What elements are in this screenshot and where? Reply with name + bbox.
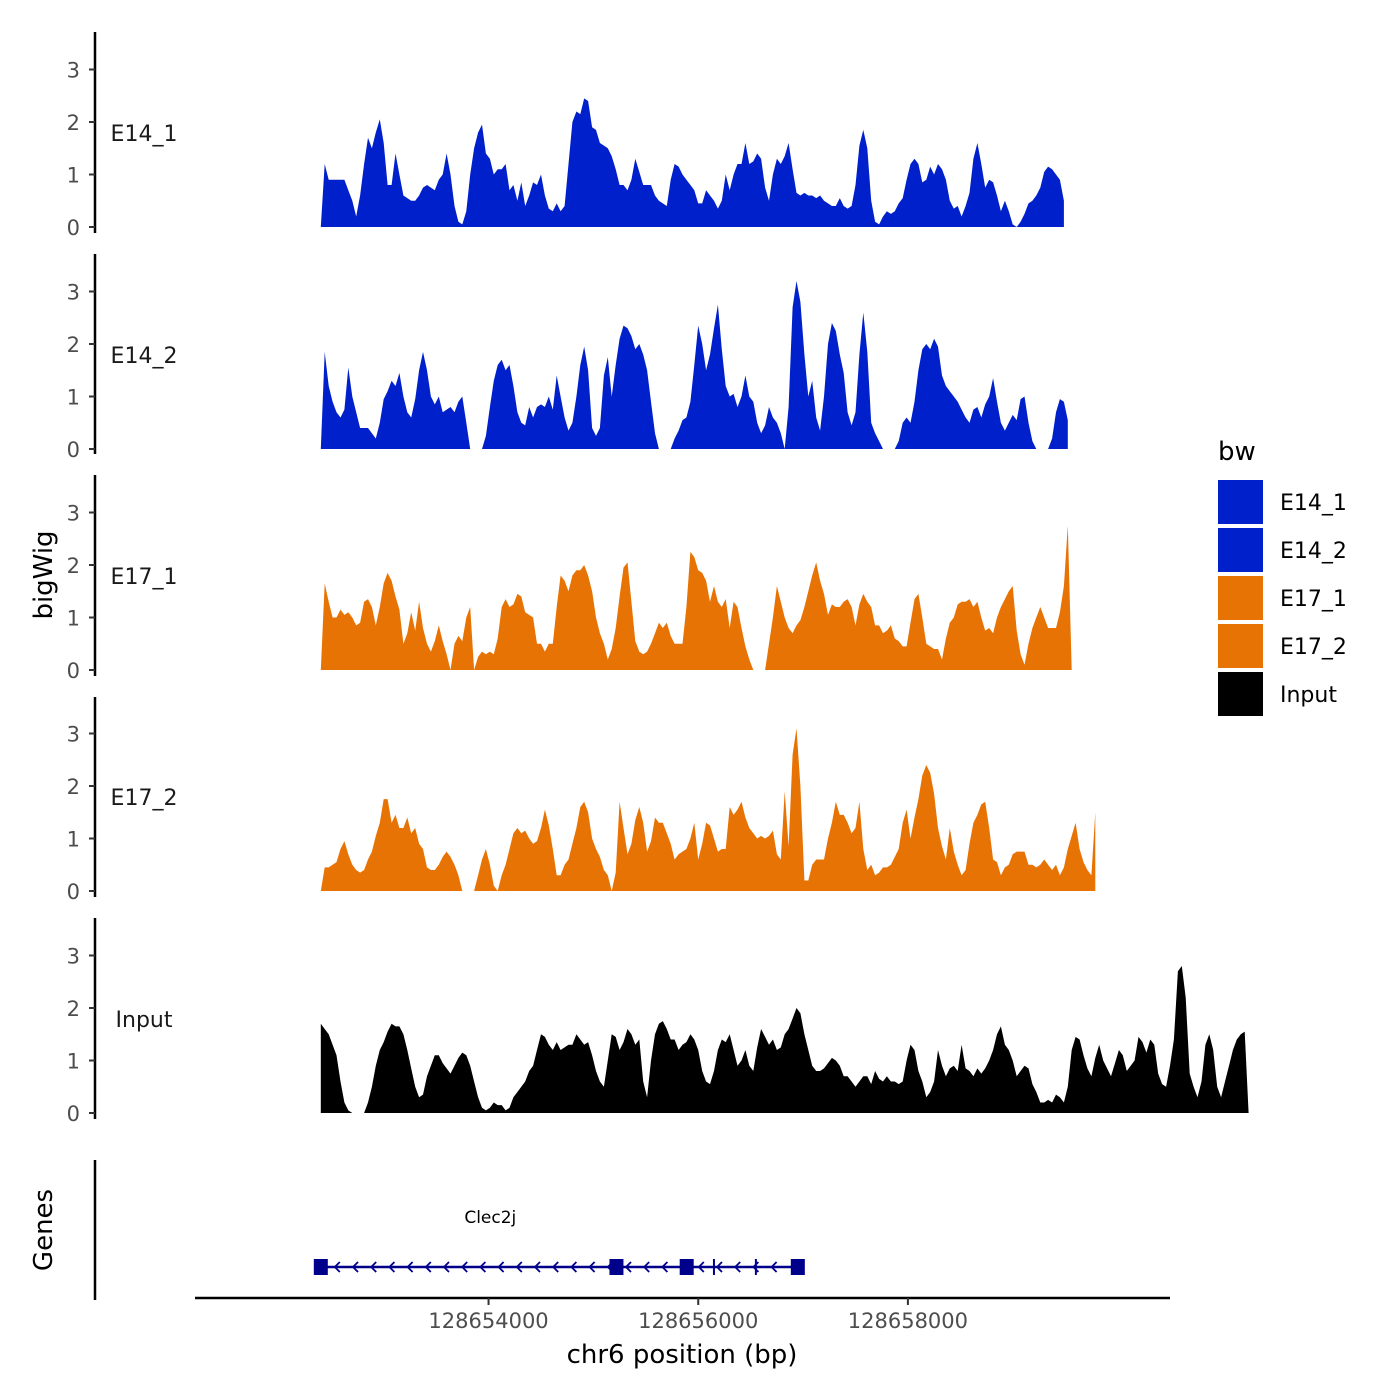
track-e17-2: 0 1 2 3 E17_2 [67,697,1096,904]
track-label-input: Input [116,1008,173,1033]
track-e14-1: 0 1 2 3 E14_1 [67,32,1064,240]
strand-arrow [497,1261,505,1273]
legend-entry-e17-2: E17_2 [1218,624,1347,668]
legend-swatch [1218,480,1263,524]
track-e17-1: 0 1 2 3 E17_1 [67,475,1072,683]
y-tick-label: 1 [67,1050,80,1074]
strand-arrow [479,1261,487,1273]
coverage-area-e14-1 [320,98,1064,228]
strand-arrow [770,1261,778,1273]
strand-arrow [588,1261,596,1273]
x-axis-title: chr6 position (bp) [567,1340,798,1370]
y-tick-label: 2 [67,775,80,799]
coverage-area-input [320,966,1249,1113]
strand-arrow [715,1261,723,1273]
y-tick-label: 2 [67,333,80,357]
strand-arrow [442,1261,450,1273]
gene-name-label: Clec2j [464,1208,516,1228]
strand-arrow [333,1261,341,1273]
legend-swatch [1218,528,1263,572]
exon-block [313,1259,328,1275]
exon-block [679,1259,694,1275]
strand-arrow [733,1261,741,1273]
y-tick-label: 3 [67,281,80,305]
y-tick-label: 0 [67,659,80,683]
y-tick-label: 0 [67,216,80,240]
legend-label: E17_1 [1280,587,1347,612]
y-tick-label: 1 [67,164,80,188]
y-tick-label: 0 [67,880,80,904]
x-tick-label: 128656000 [638,1309,758,1333]
legend-label: E14_1 [1280,491,1347,516]
legend-label: E14_2 [1280,539,1347,564]
strand-arrow [460,1261,468,1273]
legend-entry-e14-1: E14_1 [1218,480,1347,524]
coverage-tracks: 0 1 2 3 E14_1 0 1 2 3 E14_2 0 1 2 3 E17_1 0 1 2 3 E17_2 0 1 2 3… [67,32,1249,1126]
strand-arrow [624,1261,632,1273]
strand-arrow [406,1261,414,1273]
strand-arrow [551,1261,559,1273]
track-label-e17-2: E17_2 [111,786,178,811]
x-axis: 128654000 128656000 128658000 chr6 positio… [195,1296,1170,1370]
y-tick-label: 3 [67,59,80,83]
y-tick-label: 0 [67,1102,80,1126]
legend-swatch [1218,672,1263,716]
strand-arrow [424,1261,432,1273]
exon-block [609,1259,624,1275]
legend-entry-e17-1: E17_1 [1218,576,1347,620]
x-tick-label: 128658000 [848,1309,968,1333]
y-tick-label: 2 [67,111,80,135]
strand-arrow [533,1261,541,1273]
y-tick-label: 1 [67,607,80,631]
y-tick-label: 1 [67,828,80,852]
coverage-area-e17-2 [320,728,1096,891]
y-axis-title: bigWig [29,530,59,619]
track-input: 0 1 2 3 Input [67,918,1249,1126]
gene-model-clec2j: Clec2j [313,1208,805,1275]
strand-arrow [642,1261,650,1273]
coverage-area-e17-1 [320,525,1072,670]
genes-axis-title: Genes [29,1189,59,1271]
y-tick-label: 0 [67,438,80,462]
strand-arrow [661,1261,669,1273]
genes-panel: Genes Clec2j [29,1160,805,1300]
y-tick-label: 2 [67,554,80,578]
track-label-e14-1: E14_1 [111,122,178,147]
track-label-e14-2: E14_2 [111,344,178,369]
legend-swatch [1218,576,1263,620]
exon-block [790,1259,805,1275]
legend-swatch [1218,624,1263,668]
strand-arrow [351,1261,359,1273]
y-tick-label: 2 [67,997,80,1021]
y-tick-label: 3 [67,945,80,969]
track-label-e17-1: E17_1 [111,565,178,590]
legend-label: Input [1280,683,1337,708]
strand-arrow [570,1261,578,1273]
x-tick-label: 128654000 [428,1309,548,1333]
legend-entry-input: Input [1218,672,1337,716]
y-tick-label: 1 [67,386,80,410]
coverage-area-e14-2 [320,281,1068,449]
strand-arrow [388,1261,396,1273]
y-tick-label: 3 [67,502,80,526]
strand-arrow [697,1261,705,1273]
y-tick-label: 3 [67,723,80,747]
track-e14-2: 0 1 2 3 E14_2 [67,254,1068,462]
legend-label: E17_2 [1280,635,1347,660]
legend-entry-e14-2: E14_2 [1218,528,1347,572]
legend: bw E14_1 E14_2 E17_1 E17_2 Input [1218,437,1347,716]
legend-title: bw [1218,437,1256,467]
strand-arrow [369,1261,377,1273]
strand-arrow [515,1261,523,1273]
